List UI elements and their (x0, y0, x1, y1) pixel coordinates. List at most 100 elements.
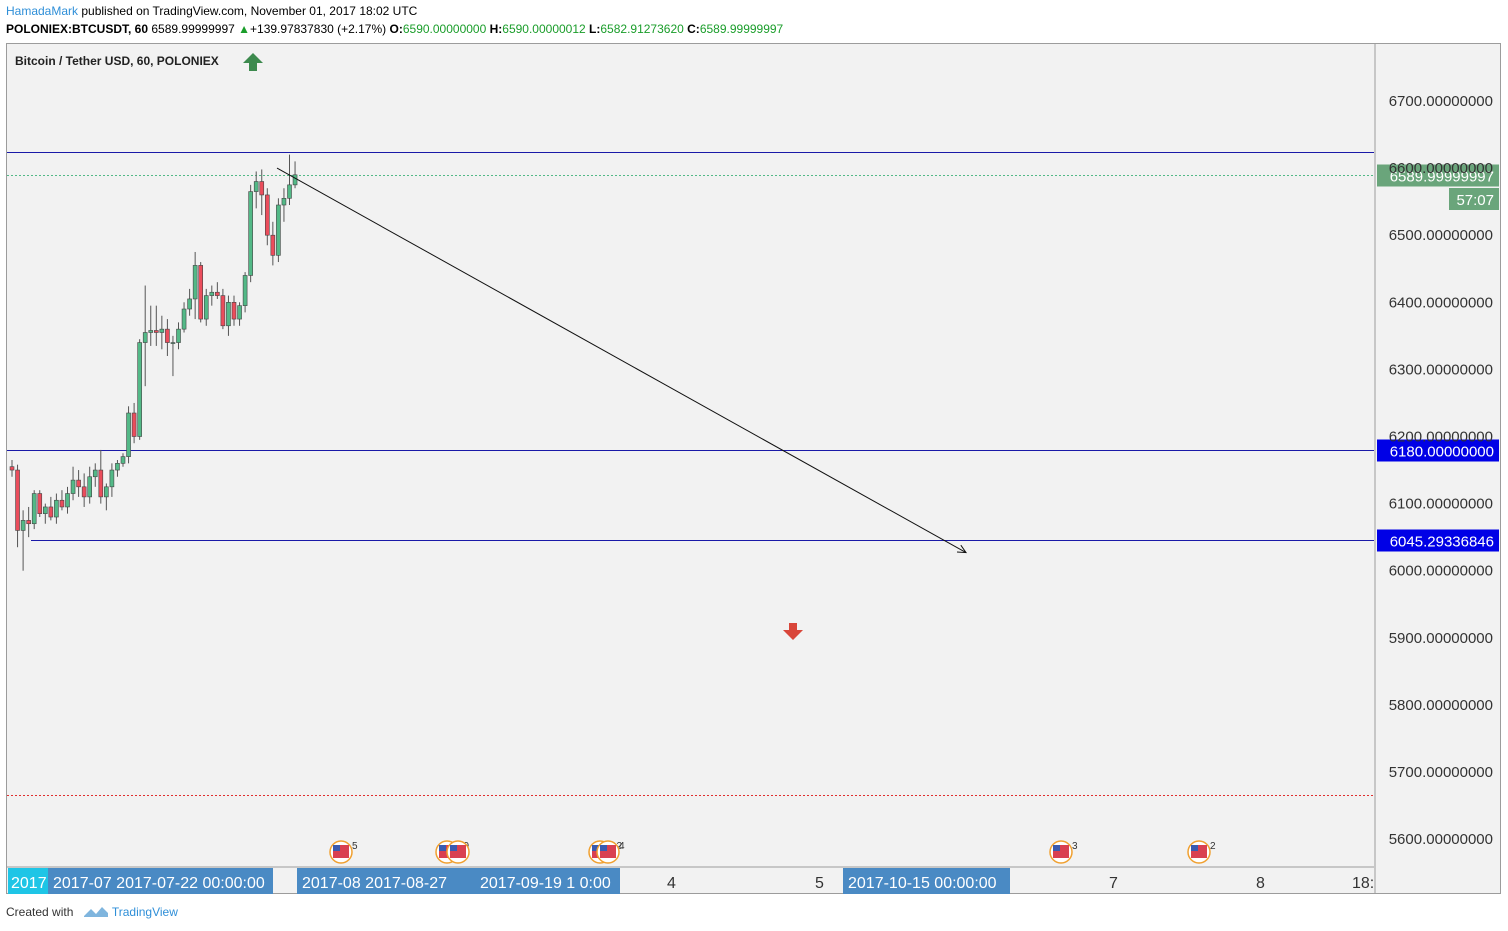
candle-body (170, 342, 176, 344)
candle-body (42, 506, 48, 514)
candle-body (120, 456, 126, 464)
tradingview-brand[interactable]: TradingView (111, 905, 178, 919)
candle-body (181, 308, 187, 330)
x-tick-label: 18: (1352, 875, 1374, 892)
candle-body (76, 479, 81, 488)
time-label-box (477, 868, 620, 894)
candle-body (203, 295, 209, 320)
y-tick-label: 5900.00000000 (1389, 630, 1493, 647)
candle-body (26, 520, 31, 525)
candle-body (87, 476, 92, 498)
candle-body (242, 275, 248, 306)
x-tick-label: 5 (815, 875, 824, 892)
price-label-box (1377, 439, 1499, 462)
candle-body (54, 499, 59, 518)
candle-body (270, 234, 276, 256)
candle-body (237, 305, 242, 320)
event-count: 5 (352, 841, 358, 852)
high-label: H: (489, 22, 503, 36)
candle-body (253, 181, 259, 192)
countdown-box (1449, 188, 1499, 210)
price-label: 6589.99999997 (1390, 169, 1494, 186)
y-tick-label: 5700.00000000 (1389, 764, 1493, 781)
candle-body (65, 493, 70, 508)
y-tick-label: 6200.00000000 (1389, 429, 1493, 446)
candle-body (126, 412, 131, 457)
trend-arrow-line (276, 167, 967, 554)
x-tick-label: 2017-10-15 00:00:00 (848, 875, 997, 892)
countdown-label: 57:07 (1456, 192, 1494, 209)
candle-body (48, 506, 54, 518)
candle-body (70, 479, 76, 494)
x-tick-label: 8 (1256, 875, 1265, 892)
flag-canton (450, 845, 457, 851)
time-label-box (48, 868, 273, 894)
y-tick-label: 6600.00000000 (1389, 160, 1493, 177)
candle-body (292, 174, 298, 186)
event-count: 4 (619, 841, 625, 852)
candle-body (226, 301, 231, 327)
buy-arrow-icon (243, 53, 263, 71)
footer: Created with TradingView (6, 905, 178, 919)
candle-body (159, 328, 165, 333)
trend-arrow-head (956, 544, 968, 554)
price-label: 6180.00000000 (1390, 444, 1494, 461)
candle-body (231, 301, 237, 320)
candle-body (187, 298, 192, 310)
candle-body (259, 181, 265, 196)
candle-body (248, 191, 253, 276)
candle-body (104, 486, 109, 498)
created-with-text: Created with (6, 905, 74, 919)
y-tick-label: 6500.00000000 (1389, 227, 1493, 244)
y-tick-label: 6700.00000000 (1389, 93, 1493, 110)
x-tick-label: 7 (1109, 875, 1118, 892)
candle-body (59, 499, 65, 508)
candle-body (220, 295, 226, 327)
y-tick-label: 6100.00000000 (1389, 496, 1493, 513)
flag-canton (592, 845, 599, 851)
high-value: 6590.00000012 (502, 22, 586, 36)
x-tick-label: 4 (667, 875, 676, 892)
flag-canton (1191, 845, 1198, 851)
candle-body (37, 493, 43, 514)
candle-body (92, 469, 98, 478)
author-name[interactable]: HamadaMark (6, 4, 79, 18)
y-tick-label: 5600.00000000 (1389, 831, 1493, 848)
candle-body (192, 265, 198, 300)
candle-body (109, 469, 115, 488)
time-label-box (8, 868, 48, 894)
candle-body (281, 197, 287, 206)
flag-canton (439, 845, 446, 851)
event-count: 2 (1210, 841, 1216, 852)
low-value: 6582.91273620 (600, 22, 684, 36)
up-triangle-icon: ▲ (238, 22, 251, 36)
tradingview-logo-icon (83, 907, 108, 917)
candle-body (115, 463, 120, 471)
x-tick-label: 2017-07 2017-07-22 00:00:00 (53, 875, 265, 892)
time-label-box (297, 868, 477, 894)
time-label-box (843, 868, 1010, 894)
event-count: 3 (1072, 841, 1078, 852)
price-label-box (1377, 164, 1499, 187)
candle-body (31, 493, 37, 525)
candle-body (176, 328, 181, 343)
symbol: POLONIEX:BTCUSDT, 60 (6, 22, 149, 36)
price-change: +139.97837830 (+2.17%) (250, 22, 387, 36)
x-tick-label: 2017-09-19 1 0:00 (480, 875, 611, 892)
publish-info: HamadaMark published on TradingView.com,… (6, 4, 417, 18)
candle-body (98, 469, 104, 498)
flag-canton (600, 845, 607, 851)
candle-body (81, 486, 87, 498)
y-tick-label: 5800.00000000 (1389, 697, 1493, 714)
candle-body (142, 332, 148, 343)
candle-body (9, 466, 15, 471)
price-label-box (1377, 529, 1499, 552)
published-text: published on TradingView.com, November 0… (78, 4, 418, 18)
close-label: C: (687, 22, 700, 36)
open-label: O: (389, 22, 403, 36)
candle-body (20, 520, 26, 531)
x-tick-label: 2017-08 2017-08-27 (302, 875, 447, 892)
y-tick-label: 6300.00000000 (1389, 361, 1493, 378)
flag-canton (1053, 845, 1060, 851)
